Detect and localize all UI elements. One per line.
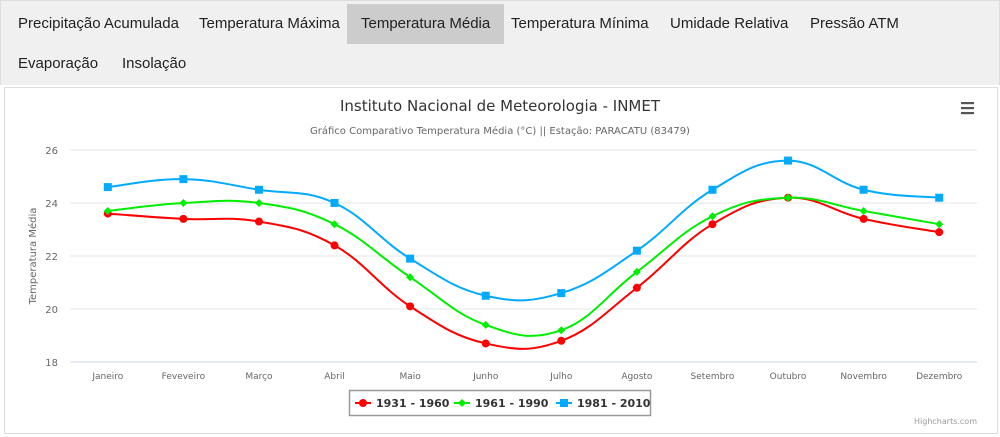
y-tick-label: 24	[45, 199, 58, 210]
x-tick-label: Novembro	[840, 372, 887, 382]
data-point[interactable]	[859, 214, 868, 223]
x-tick-label: Setembro	[691, 372, 735, 382]
data-point[interactable]	[784, 156, 793, 165]
data-point[interactable]	[330, 220, 339, 229]
data-point[interactable]	[254, 185, 263, 194]
highcharts-credits[interactable]: Highcharts.com	[914, 417, 977, 426]
tab-precipitacao[interactable]: Precipitação Acumulada	[18, 15, 179, 32]
tab-temperatura-maxima[interactable]: Temperatura Máxima	[199, 15, 340, 32]
x-tick-label: Julho	[549, 372, 573, 382]
chart-panel	[4, 87, 998, 434]
data-point[interactable]	[784, 193, 793, 202]
tab-pressao-atm[interactable]: Pressão ATM	[810, 15, 899, 32]
data-point[interactable]	[179, 175, 188, 184]
tab-evaporacao[interactable]: Evaporação	[18, 55, 99, 72]
data-point[interactable]	[254, 199, 263, 207]
data-point[interactable]	[557, 289, 566, 298]
data-point[interactable]	[708, 185, 717, 194]
data-point[interactable]	[708, 212, 717, 221]
tab-insolacao[interactable]: Insolação	[122, 55, 187, 72]
legend-label: 1981 - 2010	[577, 397, 651, 410]
data-point[interactable]	[406, 254, 415, 263]
series-line	[107, 159, 940, 302]
y-axis-label: Temperatura Média	[27, 208, 39, 306]
legend-marker-icon[interactable]	[560, 399, 568, 407]
series-2	[103, 156, 944, 302]
x-tick-label: Agosto	[621, 372, 653, 382]
x-tick-label: Maio	[399, 372, 421, 382]
x-tick-label: Outubro	[770, 372, 807, 382]
tab-umidade-relativa[interactable]: Umidade Relativa	[670, 15, 789, 32]
y-tick-label: 20	[45, 305, 58, 316]
legend-label: 1931 - 1960	[376, 397, 450, 410]
data-point[interactable]	[557, 326, 566, 335]
series-0	[103, 193, 944, 350]
data-point[interactable]	[859, 206, 868, 215]
data-point[interactable]	[935, 193, 944, 202]
x-tick-label: Abril	[324, 372, 345, 382]
data-point[interactable]	[935, 228, 944, 237]
legend-item[interactable]: 1931 - 1960	[355, 397, 450, 410]
y-tick-label: 22	[45, 252, 58, 263]
data-point[interactable]	[406, 273, 415, 282]
chart-subtitle: Gráfico Comparativo Temperatura Média (°…	[310, 125, 690, 137]
data-point[interactable]	[481, 339, 490, 348]
x-tick-label: Janeiro	[91, 372, 123, 382]
x-tick-label: Feveveiro	[162, 372, 206, 382]
chart-title: Instituto Nacional de Meteorologia - INM…	[340, 97, 661, 115]
tab-bar: Precipitação Acumulada Temperatura Máxim…	[0, 0, 1000, 85]
data-point[interactable]	[103, 183, 112, 192]
data-point[interactable]	[254, 217, 263, 226]
x-tick-label: Dezembro	[916, 372, 963, 382]
y-tick-label: 26	[45, 146, 58, 157]
legend-item[interactable]: 1961 - 1990	[454, 397, 549, 410]
data-point[interactable]	[103, 206, 112, 215]
data-point[interactable]	[708, 220, 717, 229]
legend: 1931 - 1960 1961 - 1990 1981 - 2010	[348, 389, 652, 417]
data-point[interactable]	[481, 291, 490, 300]
data-point[interactable]	[632, 283, 641, 292]
series-line	[107, 196, 940, 350]
legend-marker-icon[interactable]	[458, 399, 466, 407]
data-point[interactable]	[859, 185, 868, 194]
hamburger-menu-icon[interactable]	[961, 102, 974, 115]
legend-item[interactable]: 1981 - 2010	[556, 397, 651, 410]
x-tick-label: Março	[245, 372, 273, 382]
data-point[interactable]	[406, 302, 415, 311]
data-point[interactable]	[632, 246, 641, 255]
legend-marker-icon[interactable]	[359, 399, 367, 407]
data-point[interactable]	[632, 267, 641, 276]
data-point[interactable]	[481, 320, 490, 329]
y-tick-label: 18	[45, 358, 58, 369]
data-point[interactable]	[179, 214, 188, 223]
data-point[interactable]	[557, 336, 566, 345]
tab-temperatura-minima[interactable]: Temperatura Mínima	[511, 15, 649, 32]
tab-temperatura-media[interactable]: Temperatura Média	[347, 4, 505, 44]
series-1	[103, 193, 944, 337]
data-point[interactable]	[179, 199, 188, 207]
x-tick-label: Junho	[472, 372, 499, 382]
data-point[interactable]	[330, 241, 339, 250]
legend-label: 1961 - 1990	[475, 397, 549, 410]
data-point[interactable]	[935, 220, 944, 229]
data-point[interactable]	[330, 199, 339, 207]
